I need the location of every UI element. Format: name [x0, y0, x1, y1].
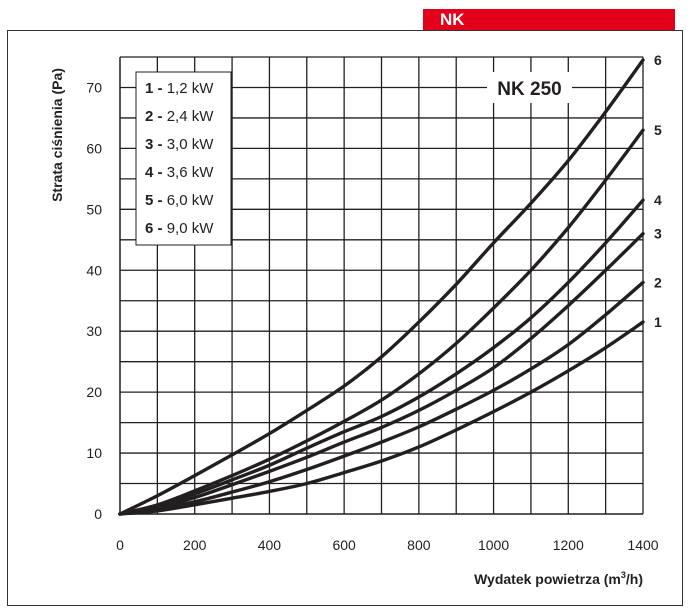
- x-tick-label: 1000: [478, 537, 509, 553]
- x-tick-label: 1400: [627, 537, 658, 553]
- x-tick-label: 800: [407, 537, 431, 553]
- series-end-label-1: 1: [654, 314, 662, 330]
- legend-item-text: 2,4 kW: [167, 108, 215, 125]
- legend-item-1: 1 - 1,2 kW: [145, 80, 214, 97]
- legend-box: [135, 71, 232, 246]
- y-tick-label: 60: [86, 140, 102, 156]
- series-end-labels: 1 2 3 4 5 6: [654, 52, 662, 330]
- legend-item-5: 5 - 6,0 kW: [145, 192, 214, 209]
- y-tick-label: 40: [86, 262, 102, 278]
- legend-item-number: 2 -: [145, 108, 167, 125]
- legend-item-number: 4 -: [145, 164, 167, 181]
- x-tick-label: 600: [332, 537, 356, 553]
- x-axis-label: Wydatek powietrza (m3/h): [474, 570, 643, 587]
- legend-item-text: 9,0 kW: [167, 220, 215, 237]
- series-line-5: [118, 128, 645, 516]
- series-end-label-5: 5: [654, 122, 662, 138]
- legend-item-text: 6,0 kW: [167, 192, 215, 209]
- x-axis-label-sup: 3: [621, 570, 626, 580]
- y-tick-label: 70: [86, 79, 102, 95]
- series-end-label-4: 4: [654, 192, 662, 208]
- chart-frame: [7, 30, 683, 606]
- x-axis-label-end: /h): [626, 571, 643, 587]
- series-line-6: [118, 58, 645, 516]
- legend-item-number: 5 -: [145, 192, 167, 209]
- chart-title: NK 250: [497, 79, 561, 100]
- y-tick-label: 0: [94, 506, 102, 522]
- category-tag: NK: [423, 9, 675, 30]
- y-axis-ticks: 0 10 20 30 40 50 60 70: [86, 79, 102, 522]
- legend-item-number: 3 -: [145, 136, 167, 153]
- legend-item-number: 6 -: [145, 220, 167, 237]
- legend-item-text: 3,6 kW: [167, 164, 215, 181]
- x-tick-label: 200: [183, 537, 207, 553]
- series-line-3: [118, 232, 645, 516]
- legend-item-4: 4 - 3,6 kW: [145, 164, 214, 181]
- y-tick-label: 10: [86, 445, 102, 461]
- series-line-4: [118, 198, 645, 516]
- y-axis-label: Strata ciśnienia (Pa): [49, 68, 65, 202]
- x-tick-label: 0: [116, 537, 124, 553]
- series-line-1: [118, 320, 645, 516]
- x-axis-label-main: Wydatek powietrza (m: [474, 571, 621, 587]
- legend-item-text: 3,0 kW: [167, 136, 215, 153]
- x-axis-ticks: 0 200 400 600 800 1000 1200 1400: [116, 537, 659, 553]
- legend-item-3: 3 - 3,0 kW: [145, 136, 214, 153]
- series-line-2: [118, 280, 645, 516]
- legend-item-number: 1 -: [145, 80, 167, 97]
- y-tick-label: 20: [86, 384, 102, 400]
- series-curves: [118, 58, 645, 516]
- chart-title-box: [487, 72, 572, 103]
- series-end-label-3: 3: [654, 226, 662, 242]
- legend: 1 - 1,2 kW2 - 2,4 kW3 - 3,0 kW4 - 3,6 kW…: [145, 80, 214, 237]
- series-end-label-6: 6: [654, 52, 662, 68]
- series-end-label-2: 2: [654, 274, 662, 290]
- y-tick-label: 30: [86, 323, 102, 339]
- y-tick-label: 50: [86, 201, 102, 217]
- x-tick-label: 400: [258, 537, 282, 553]
- x-tick-label: 1200: [553, 537, 584, 553]
- legend-item-2: 2 - 2,4 kW: [145, 108, 214, 125]
- legend-item-6: 6 - 9,0 kW: [145, 220, 214, 237]
- legend-item-text: 1,2 kW: [167, 80, 215, 97]
